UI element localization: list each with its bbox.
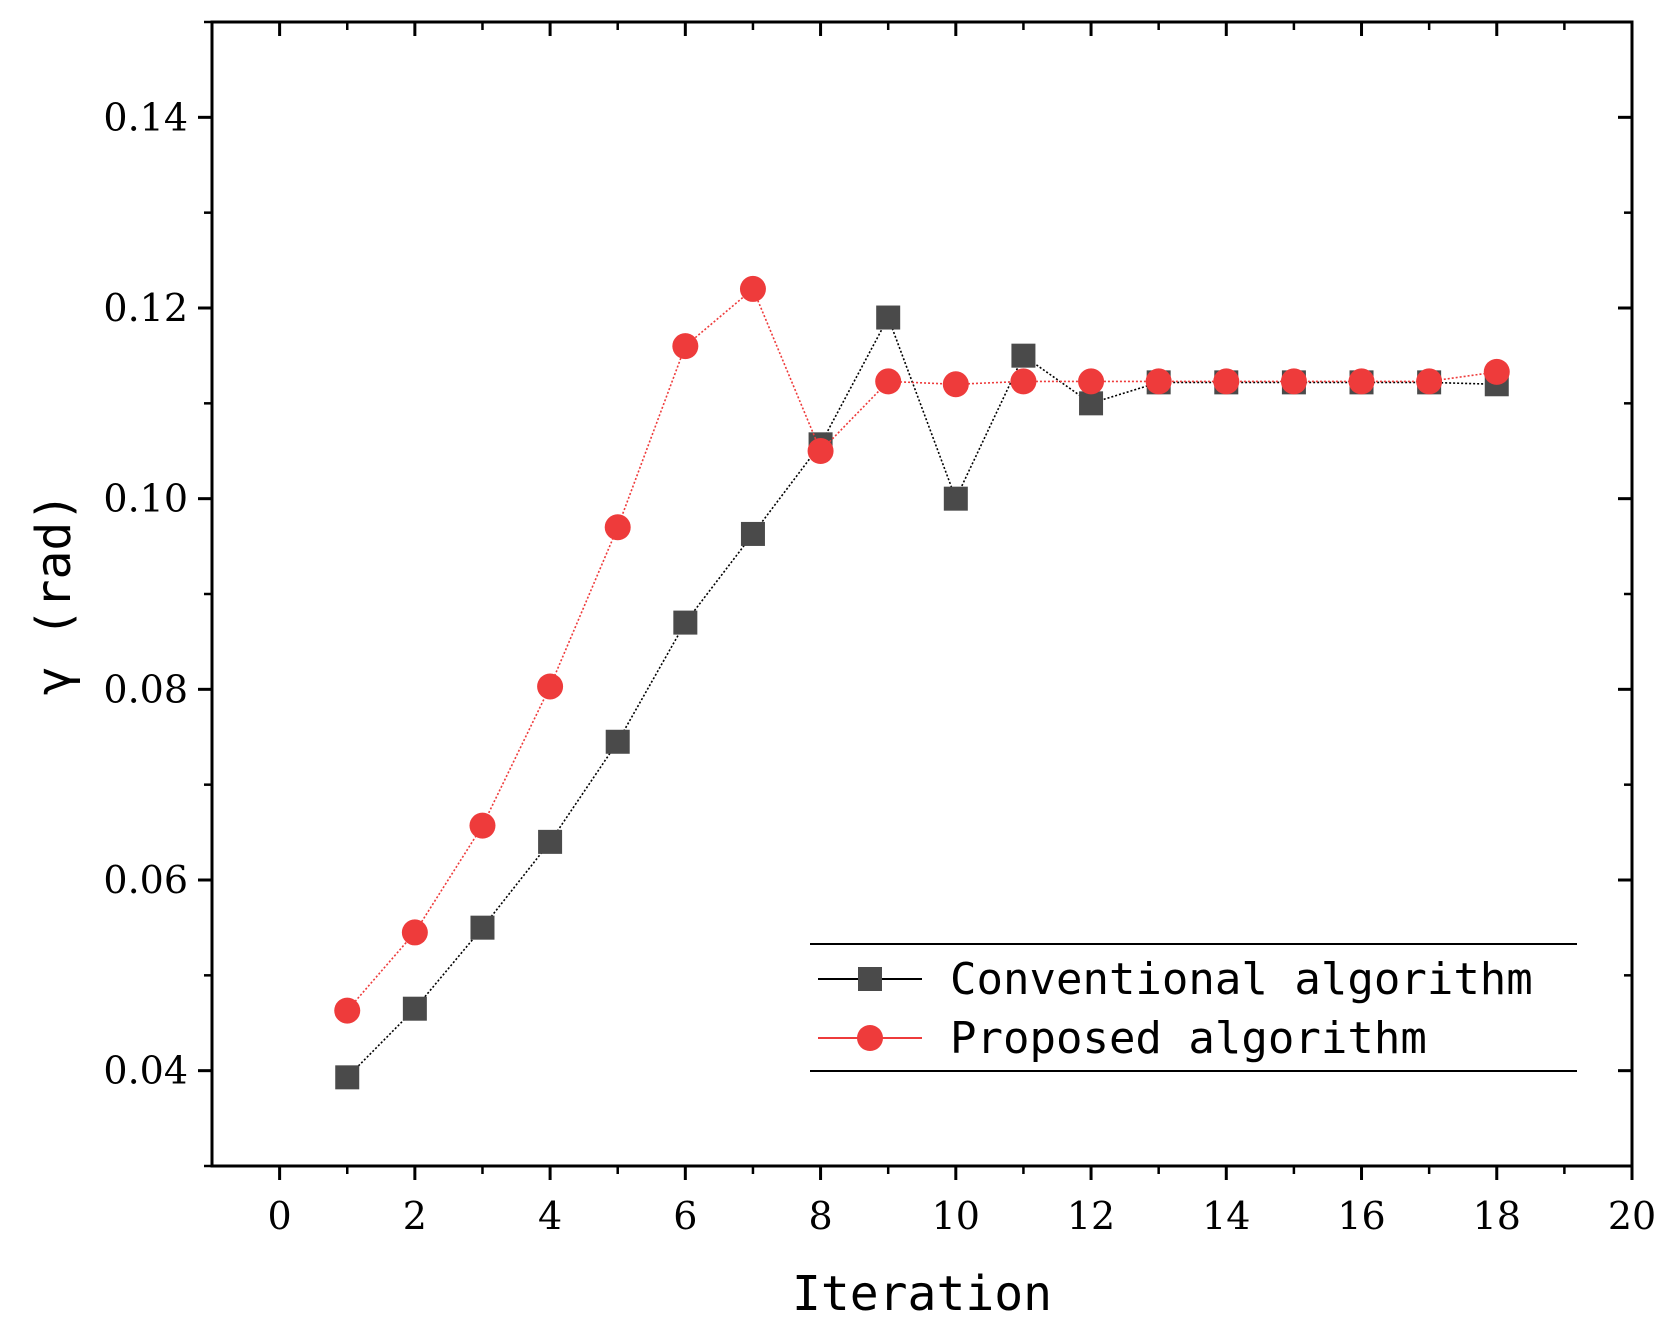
x-tick-label: 8 xyxy=(808,1194,832,1238)
data-point-square xyxy=(402,996,427,1021)
data-point-circle xyxy=(1078,368,1105,395)
legend-marker xyxy=(858,967,882,991)
data-point-square xyxy=(943,486,968,511)
x-tick-label: 14 xyxy=(1202,1194,1250,1238)
data-point-circle xyxy=(739,275,766,302)
data-point-circle xyxy=(604,514,631,541)
data-point-circle xyxy=(1348,368,1375,395)
data-point-circle xyxy=(334,997,361,1024)
data-point-square xyxy=(470,915,495,940)
data-point-square xyxy=(335,1065,360,1090)
legend-label: Conventional algorithm xyxy=(950,954,1533,1005)
data-point-circle xyxy=(1416,368,1443,395)
legend: Conventional algorithm Proposed algorithm xyxy=(810,943,1577,1072)
data-point-circle xyxy=(875,368,902,395)
data-point-square xyxy=(876,305,901,330)
axes: 0 2 4 6 8 10 12 14 16 18 20 0.04 0.06 0.08 0.10 0.12 0.1… xyxy=(26,20,1656,1322)
data-point-square xyxy=(538,829,563,854)
x-tick-label: 10 xyxy=(932,1194,980,1238)
y-tick-label: 0.12 xyxy=(103,286,188,330)
data-point-square xyxy=(673,610,698,635)
y-tick-label: 0.06 xyxy=(103,858,188,902)
data-point-circle xyxy=(1145,368,1172,395)
data-point-square xyxy=(605,729,630,754)
x-tick-label: 2 xyxy=(403,1194,427,1238)
data-point-circle xyxy=(537,673,564,700)
data-point-circle xyxy=(1280,368,1307,395)
y-tick-label: 0.10 xyxy=(103,477,188,521)
y-tick-label: 0.08 xyxy=(103,667,188,711)
x-tick-label: 6 xyxy=(673,1194,697,1238)
data-point-circle xyxy=(401,919,428,946)
data-point-circle xyxy=(942,371,969,398)
data-point-circle xyxy=(1010,368,1037,395)
data-point-square xyxy=(740,521,765,546)
x-tick-label: 12 xyxy=(1067,1194,1115,1238)
y-tick-label: 0.14 xyxy=(103,95,188,139)
x-tick-label: 16 xyxy=(1337,1194,1385,1238)
y-tick-label: 0.04 xyxy=(103,1049,188,1093)
legend-item-0: Conventional algorithm xyxy=(818,954,1533,1005)
x-tick-label: 4 xyxy=(538,1194,562,1238)
y-axis-title: γ (rad) xyxy=(26,493,82,695)
data-point-square xyxy=(1079,391,1104,416)
data-point-square xyxy=(1011,343,1036,368)
data-point-circle xyxy=(807,438,834,464)
legend-label: Proposed algorithm xyxy=(950,1013,1427,1064)
x-axis-title: Iteration xyxy=(792,1266,1052,1322)
x-tick-label: 0 xyxy=(268,1194,292,1238)
data-point-circle xyxy=(1483,358,1510,385)
x-tick-label: 20 xyxy=(1608,1194,1656,1238)
x-tick-label: 18 xyxy=(1473,1194,1521,1238)
data-point-circle xyxy=(1213,368,1240,395)
data-point-circle xyxy=(469,812,496,839)
series-layer xyxy=(334,275,1510,1090)
legend-item-1: Proposed algorithm xyxy=(818,1013,1427,1064)
series-1 xyxy=(334,275,1510,1024)
legend-marker xyxy=(857,1025,883,1051)
data-point-circle xyxy=(672,333,699,360)
